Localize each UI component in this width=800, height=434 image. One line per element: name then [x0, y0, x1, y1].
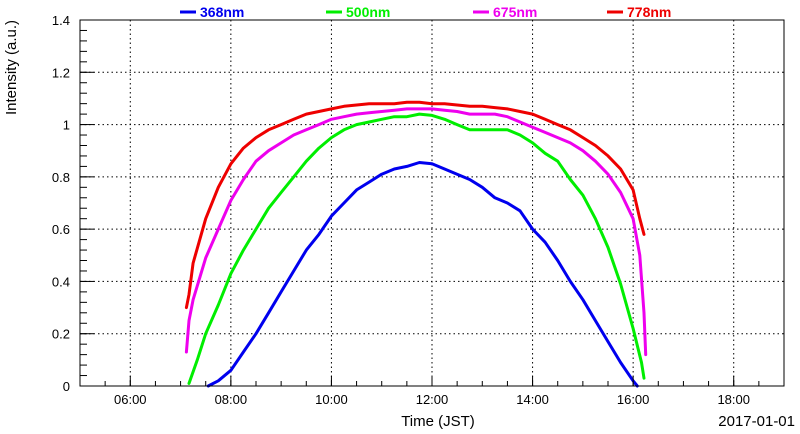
- y-axis-title: Intensity (a.u.): [3, 20, 20, 115]
- x-tick-label: 12:00: [416, 392, 449, 407]
- series-line-500nm: [187, 112, 646, 385]
- y-tick-label: 0.8: [52, 170, 70, 185]
- x-tick-label: 18:00: [717, 392, 750, 407]
- y-tick-label: 1.4: [52, 13, 70, 28]
- series-line-368nm: [206, 161, 639, 388]
- y-tick-label: 0.2: [52, 327, 70, 342]
- y-tick-label: 0.4: [52, 274, 70, 289]
- y-tick-label: 1.2: [52, 65, 70, 80]
- y-tick-label: 1: [63, 118, 70, 133]
- x-tick-label: 10:00: [315, 392, 348, 407]
- x-tick-label: 14:00: [516, 392, 549, 407]
- x-axis-title: Time (JST): [401, 413, 475, 430]
- legend-label-368nm: 368nm: [200, 4, 244, 20]
- y-tick-labels: 0 0.2 0.4 0.6 0.8 1 1.2 1.4: [52, 13, 70, 394]
- y-tick-label: 0: [63, 379, 70, 394]
- x-tick-label: 16:00: [617, 392, 650, 407]
- legend-label-500nm: 500nm: [346, 4, 390, 20]
- legend-label-778nm: 778nm: [627, 4, 671, 20]
- legend-label-675nm: 675nm: [493, 4, 537, 20]
- series-layer: [184, 100, 648, 388]
- date-label: 2017-01-01: [718, 413, 795, 430]
- x-tick-labels: 06:00 08:00 10:00 12:00 14:00 16:00 18:00: [114, 392, 750, 407]
- x-tick-label: 08:00: [215, 392, 248, 407]
- x-tick-label: 06:00: [114, 392, 147, 407]
- series-line-675nm: [184, 107, 648, 357]
- axis-ticks: [79, 19, 785, 387]
- legend: 368nm 500nm 675nm 778nm: [180, 4, 671, 20]
- series-line-778nm: [184, 100, 646, 310]
- y-tick-label: 0.6: [52, 222, 70, 237]
